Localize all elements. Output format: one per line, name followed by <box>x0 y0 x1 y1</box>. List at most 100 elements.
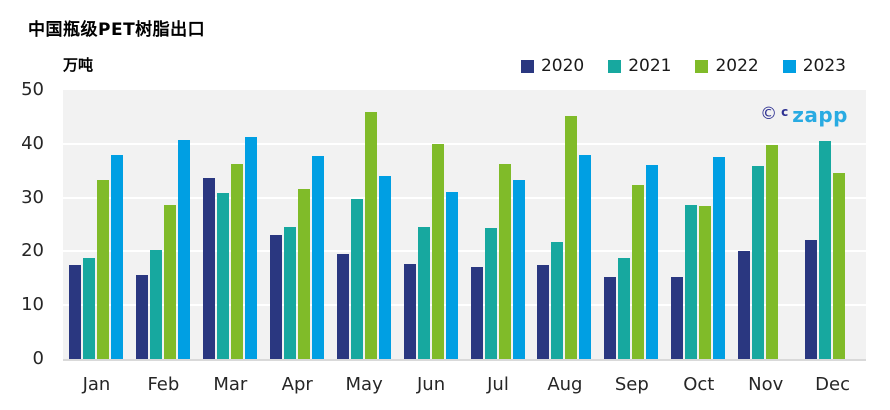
bar-2020-jun <box>403 264 416 359</box>
watermark-letter-c: c <box>781 105 789 119</box>
bar-2022-sep <box>632 184 645 359</box>
bar-2022-jul <box>498 163 511 359</box>
bar-group-may <box>331 90 398 359</box>
bar-2022-oct <box>699 206 712 359</box>
bar-group-jun <box>398 90 465 359</box>
bar-group-jan <box>63 90 130 359</box>
bar-2021-jan <box>83 257 95 359</box>
legend-label: 2023 <box>802 56 846 76</box>
legend-item-2020[interactable]: 2020 <box>520 56 585 76</box>
y-axis-tick-label: 0 <box>32 348 44 369</box>
legend-item-2022[interactable]: 2022 <box>695 56 759 76</box>
bar-2022-apr <box>297 189 310 359</box>
x-axis-tick-label: Mar <box>213 374 248 395</box>
legend: 2020 2021 2022 2023 <box>520 56 846 76</box>
bar-2023-aug <box>579 154 592 359</box>
copyright-icon: © <box>760 104 778 124</box>
x-axis-tick-label: Dec <box>815 374 851 395</box>
bar-group-nov <box>732 90 799 359</box>
legend-swatch-2021 <box>608 59 622 73</box>
y-axis-tick-label: 30 <box>21 186 44 208</box>
bar-2022-mar <box>230 164 243 359</box>
bar-2021-mar <box>216 193 229 359</box>
bar-2023-may <box>378 176 391 359</box>
y-axis-tick-label: 50 <box>21 79 44 100</box>
bar-2021-feb <box>149 250 162 359</box>
bar-group-sep <box>598 90 665 359</box>
legend-item-2021[interactable]: 2021 <box>608 56 671 76</box>
bar-2022-jan <box>97 180 109 359</box>
bar-2022-jun <box>431 143 444 359</box>
chart-title: 中国瓶级PET树脂出口 <box>28 20 206 40</box>
bar-2023-jun <box>445 192 458 359</box>
bar-2023-sep <box>646 165 659 359</box>
bar-2021-sep <box>618 258 631 359</box>
bar-2021-aug <box>551 241 564 359</box>
bar-2020-sep <box>604 277 617 359</box>
gridline <box>63 250 866 253</box>
bar-2020-aug <box>537 265 550 359</box>
x-axis-tick-label: Jan <box>82 374 111 395</box>
y-axis-tick-label: 20 <box>21 240 44 262</box>
legend-label: 2020 <box>540 56 585 76</box>
y-axis-tick-label: 10 <box>21 294 44 316</box>
bar-2022-may <box>364 112 377 359</box>
czapp-watermark-link[interactable]: © c zapp <box>760 105 848 125</box>
bar-group-feb <box>130 90 197 359</box>
bar-2023-feb <box>177 139 190 359</box>
y-axis-tick-label: 40 <box>21 132 44 154</box>
bar-group-mar <box>197 90 264 359</box>
bar-2022-dec <box>833 173 846 359</box>
bar-2020-mar <box>202 177 215 359</box>
bar-2020-may <box>336 253 349 359</box>
bar-2021-may <box>350 198 363 359</box>
gridline <box>63 142 866 145</box>
bar-group-jul <box>465 90 532 359</box>
bar-2021-oct <box>685 205 698 359</box>
bar-2021-nov <box>752 166 765 359</box>
bar-2021-jul <box>484 227 497 359</box>
bar-2023-jan <box>111 154 123 359</box>
legend-item-2023[interactable]: 2023 <box>782 56 846 76</box>
bar-group-aug <box>531 90 598 359</box>
x-axis-tick-label: Jul <box>487 374 509 395</box>
legend-swatch-2023 <box>782 59 796 73</box>
gridline <box>63 304 866 307</box>
plot-area <box>63 90 866 361</box>
watermark-zapp-text: zapp <box>792 103 848 127</box>
legend-swatch-2022 <box>695 59 709 73</box>
bar-2020-jul <box>470 267 483 359</box>
x-axis-tick-label: Sep <box>614 374 649 395</box>
bar-2021-jun <box>417 227 430 359</box>
bar-group-apr <box>264 90 331 359</box>
x-axis-tick-label: Nov <box>748 374 784 395</box>
gridline <box>63 196 866 199</box>
bar-2023-oct <box>713 156 726 359</box>
bar-group-dec <box>799 90 866 359</box>
bar-2020-feb <box>135 275 148 359</box>
bar-2022-aug <box>565 116 578 359</box>
bar-2020-apr <box>269 234 282 359</box>
x-axis-tick-label: Feb <box>147 374 180 395</box>
bar-2021-apr <box>283 226 296 359</box>
bar-group-oct <box>665 90 732 359</box>
bar-2023-mar <box>244 137 257 359</box>
bar-2021-dec <box>819 140 832 359</box>
y-axis-unit-label: 万吨 <box>63 56 94 74</box>
bar-2020-dec <box>805 240 818 359</box>
bar-2023-jul <box>512 180 525 359</box>
x-axis-tick-label: May <box>345 374 383 395</box>
x-axis-tick-labels: Jan Feb Mar Apr May Jun Jul Aug Sep Oct Nov Dec <box>63 374 866 395</box>
legend-label: 2021 <box>628 56 672 76</box>
bar-2020-nov <box>738 250 751 359</box>
bar-2020-oct <box>671 277 684 359</box>
bar-2020-jan <box>69 264 81 359</box>
x-axis-tick-label: Aug <box>547 374 583 395</box>
x-axis-tick-label: Apr <box>281 374 313 395</box>
bar-2023-apr <box>311 156 324 359</box>
bar-2022-feb <box>163 204 176 359</box>
bar-2022-nov <box>766 145 779 359</box>
legend-label: 2022 <box>715 56 759 76</box>
x-axis-tick-label: Jun <box>417 374 446 395</box>
